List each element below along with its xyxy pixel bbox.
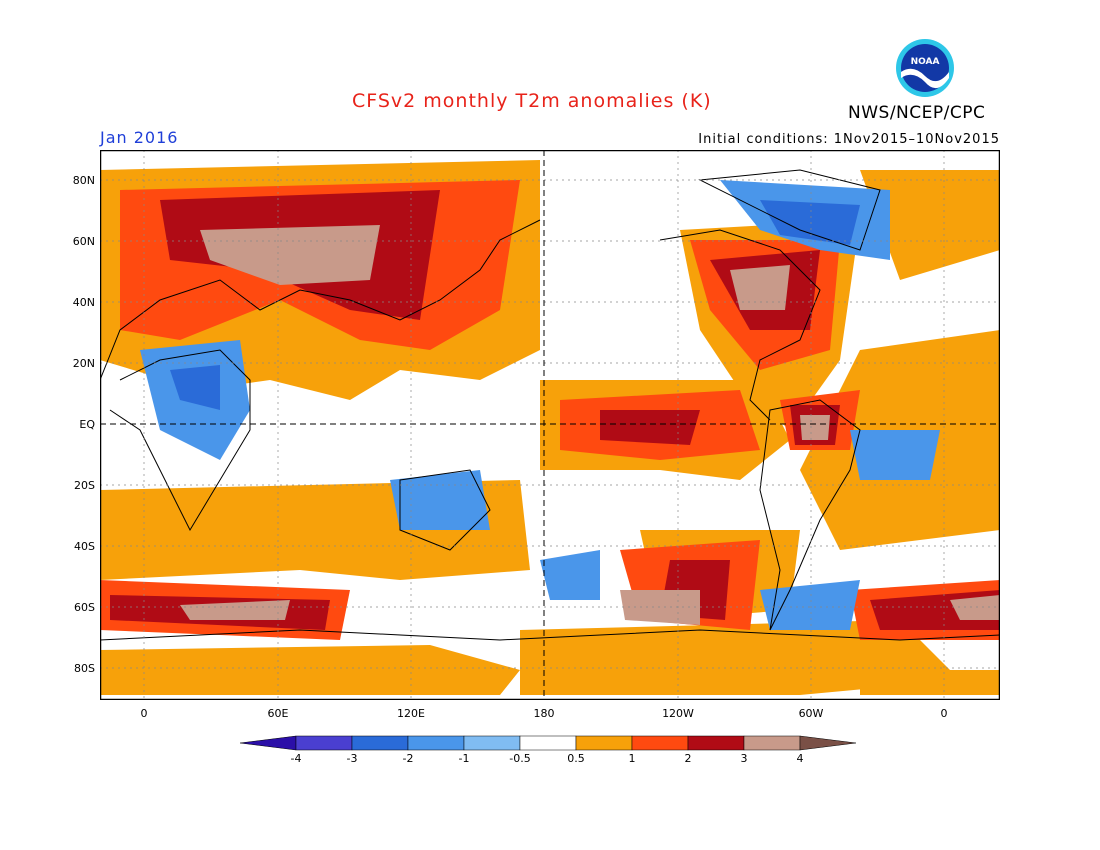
initial-conditions-label: Initial conditions: 1Nov2015–10Nov2015 <box>698 132 1000 147</box>
colorbar-label: 2 <box>684 752 692 765</box>
map-frame <box>100 150 1000 700</box>
colorbar-swatch <box>575 735 633 751</box>
colorbar-label: -2 <box>402 752 414 765</box>
colorbar-swatch <box>631 735 689 751</box>
colorbar-swatch <box>519 735 577 751</box>
colorbar-label: 1 <box>628 752 636 765</box>
noaa-logo-text: NOAA <box>911 57 940 67</box>
colorbar-arrow-min <box>239 735 297 751</box>
colorbar-label: -0.5 <box>509 752 531 765</box>
lat-label-40n: 40N <box>72 296 95 309</box>
lon-label-180: 180 <box>533 707 555 720</box>
lon-label-60e: 60E <box>267 707 289 720</box>
lat-label-60s: 60S <box>74 601 95 614</box>
agency-label: NWS/NCEP/CPC <box>848 103 986 123</box>
lat-label-60n: 60N <box>72 235 95 248</box>
lon-label-0-east: 0 <box>940 707 948 720</box>
lon-label-60w: 60W <box>798 707 824 720</box>
colorbar-swatch <box>743 735 801 751</box>
map-reference-lines <box>100 150 1000 700</box>
noaa-logo: NOAA <box>895 38 955 98</box>
colorbar-label: 0.5 <box>567 752 585 765</box>
lon-label-120w: 120W <box>662 707 694 720</box>
map-grid <box>100 150 1000 700</box>
lat-label-80n: 80N <box>72 174 95 187</box>
colorbar-swatch <box>407 735 465 751</box>
colorbar-swatch <box>295 735 353 751</box>
colorbar-label: -3 <box>346 752 358 765</box>
colorbar-label: -4 <box>290 752 302 765</box>
colorbar-swatch <box>687 735 745 751</box>
colorbar-swatch <box>351 735 409 751</box>
anomaly-extreme <box>180 225 1000 625</box>
colorbar-label: 3 <box>740 752 748 765</box>
lat-label-40s: 40S <box>74 540 95 553</box>
colorbar-swatch <box>463 735 521 751</box>
lat-label-20s: 20S <box>74 479 95 492</box>
colorbar-arrow-max <box>799 735 857 751</box>
anomaly-colder <box>170 200 860 410</box>
lat-label-eq: EQ <box>79 418 95 431</box>
colorbar-label: -1 <box>458 752 470 765</box>
anomaly-map <box>100 150 1000 700</box>
lat-label-20n: 20N <box>72 357 95 370</box>
colorbar-swatches <box>239 735 857 751</box>
colorbar-label: 4 <box>796 752 804 765</box>
map-title: CFSv2 monthly T2m anomalies (K) <box>352 90 712 112</box>
month-label: Jan 2016 <box>100 128 179 147</box>
lon-label-0-west: 0 <box>140 707 148 720</box>
lon-label-120e: 120E <box>397 707 425 720</box>
coastlines <box>100 169 1000 641</box>
lat-label-80s: 80S <box>74 662 95 675</box>
